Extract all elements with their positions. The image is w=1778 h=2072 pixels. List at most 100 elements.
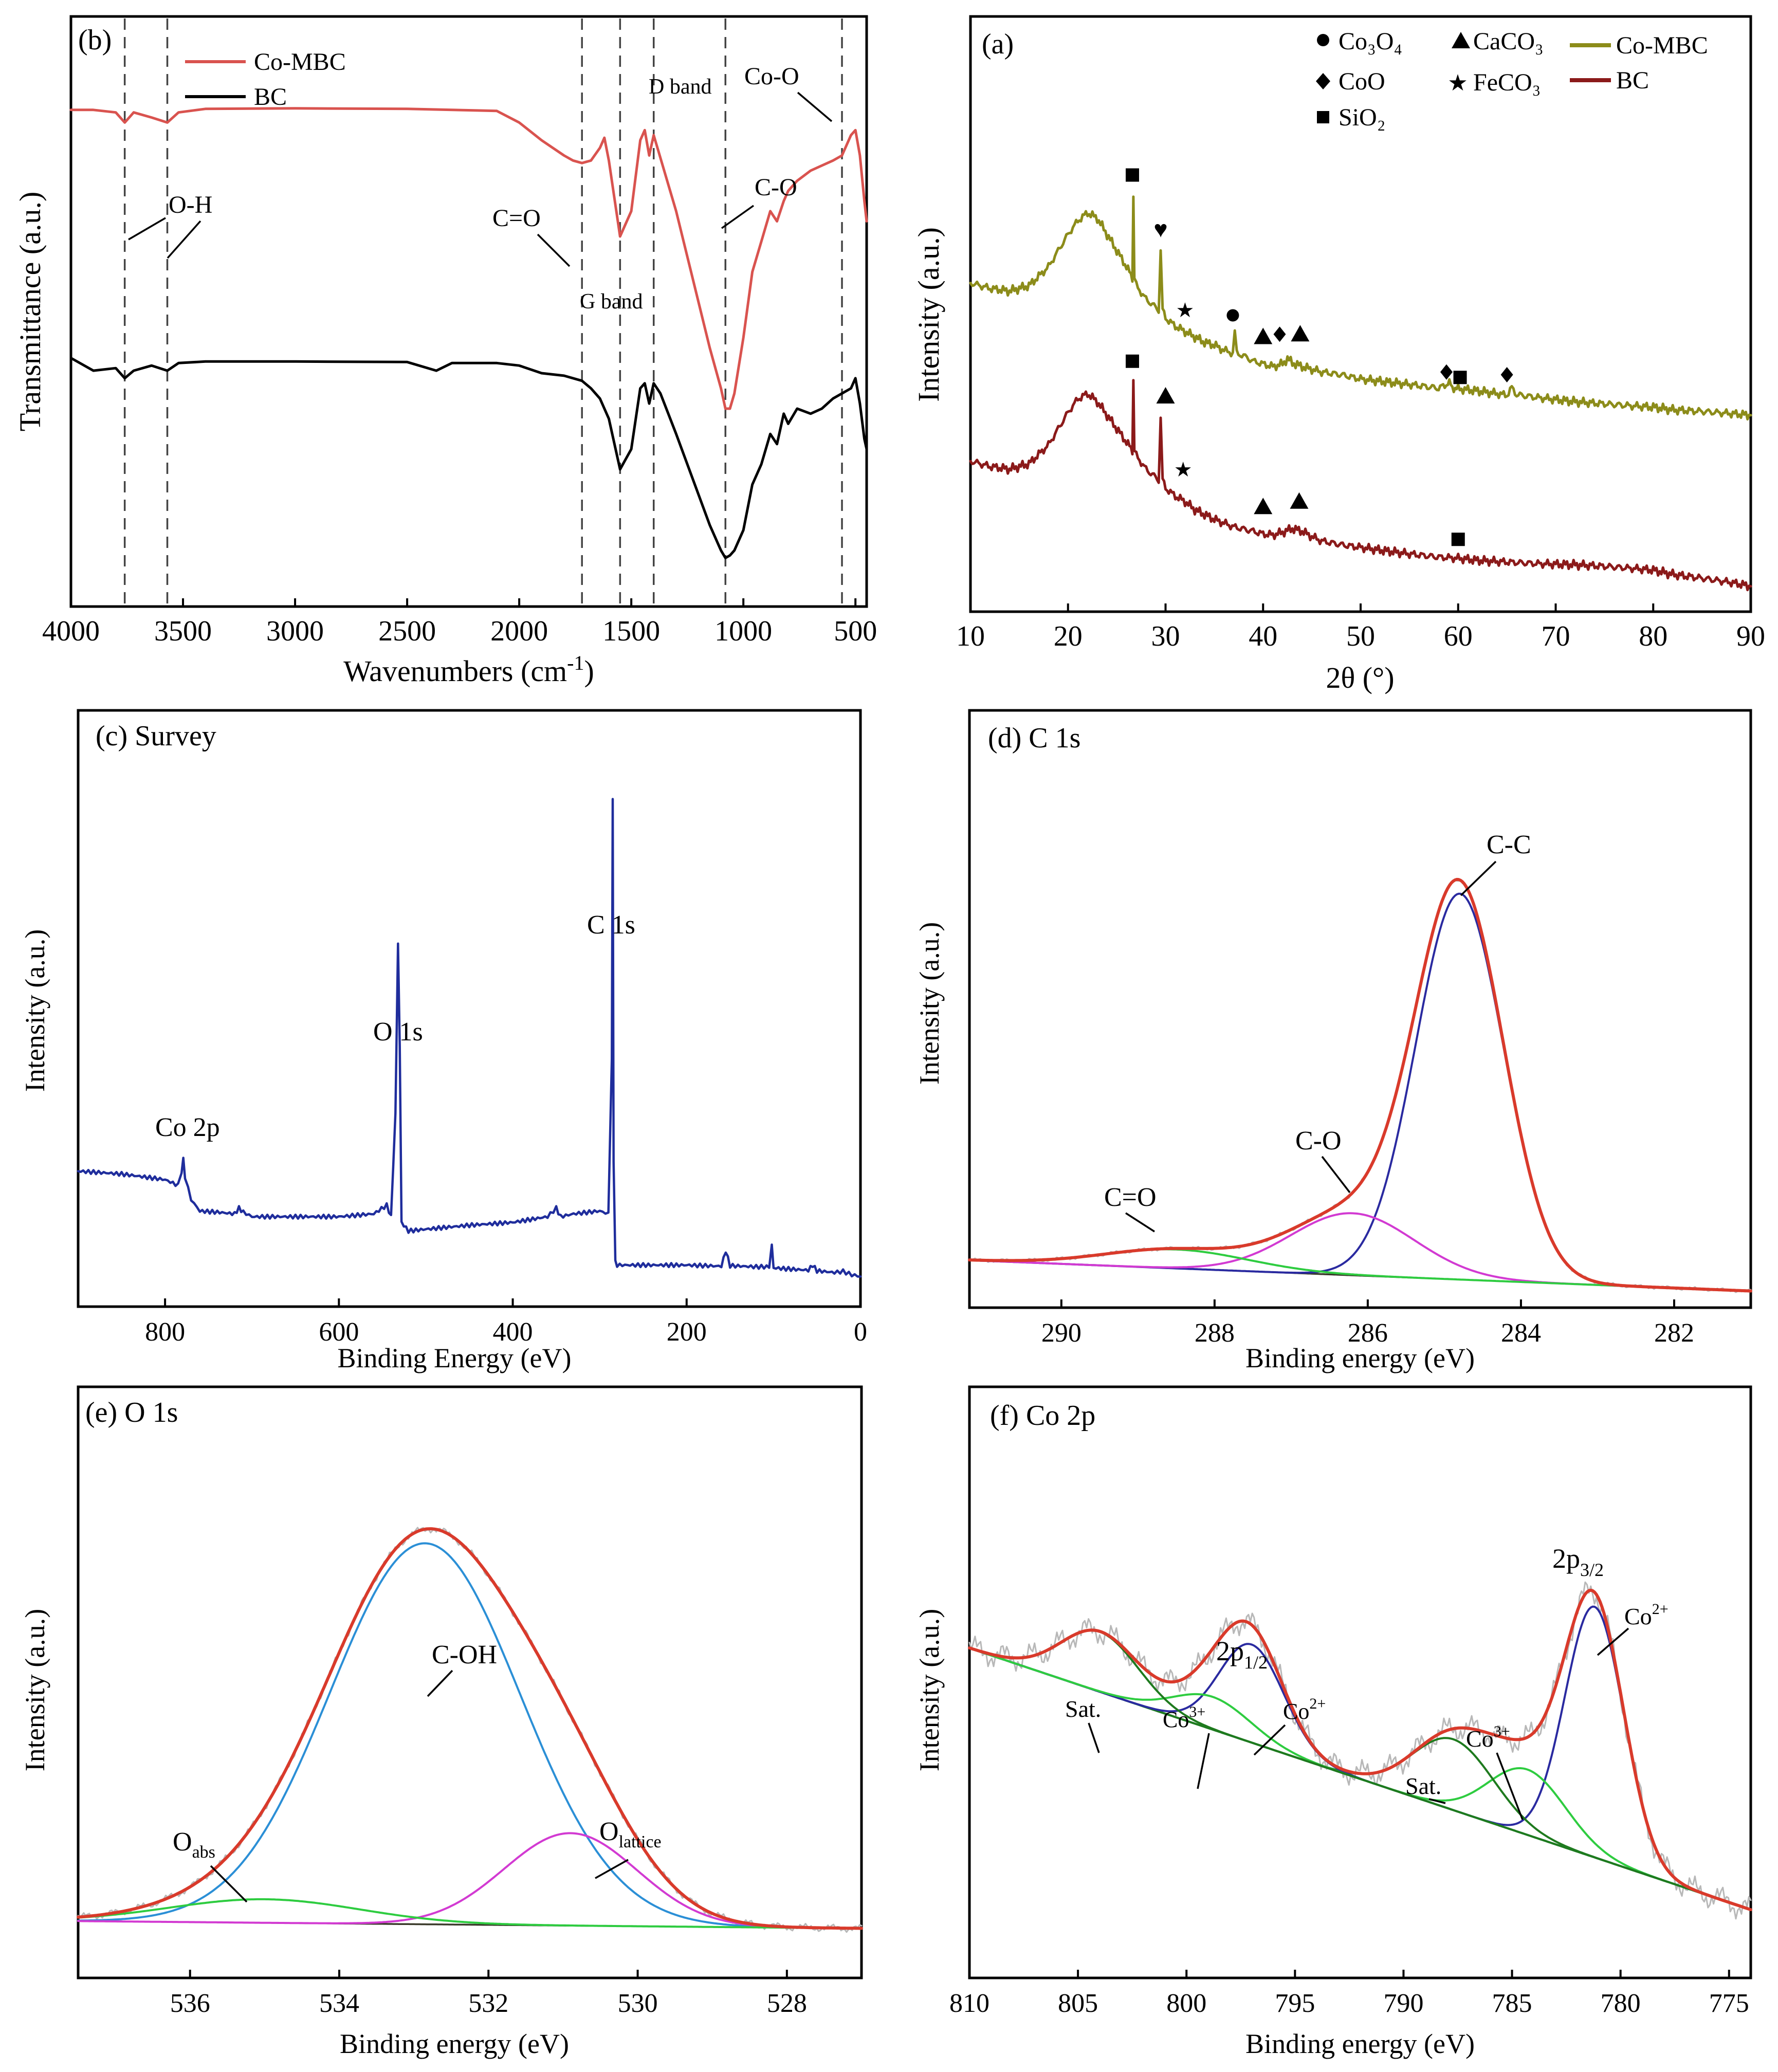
co2p-annotation-co2plus-left: Co2+ (1283, 1695, 1326, 1724)
feco3-marker-icon: ★ (1176, 299, 1195, 322)
x-tick-label: 600 (319, 1317, 359, 1347)
co2p-arrow-sat-left (1088, 1722, 1100, 1753)
xrd-legend-sio2: SiO₂ (1339, 104, 1385, 131)
c1s-frame (968, 709, 1752, 1309)
o1s-annotation-o-lattice: Olattice (599, 1817, 662, 1851)
x-tick-label: 290 (1041, 1318, 1082, 1348)
raw-spectrum (77, 1527, 863, 1933)
o1s-arrow-c-oh (427, 1670, 453, 1697)
x-tick-label: 4000 (42, 615, 100, 647)
x-tick-label: 790 (1383, 1989, 1423, 2018)
x-tick-label: 795 (1275, 1989, 1315, 2018)
survey-panel-label: (c) Survey (96, 720, 216, 752)
fit-envelope (968, 877, 1752, 1293)
fit-component (77, 1832, 863, 1930)
c1s-arrow-c-equals-o (1125, 1212, 1155, 1233)
fit-component (77, 1542, 863, 1930)
ftir-arrow-co-o (797, 91, 833, 122)
x-tick-label: 200 (667, 1317, 707, 1347)
x-tick-label: 780 (1601, 1989, 1641, 2018)
x-tick-label: 3000 (266, 615, 324, 647)
x-tick-label: 530 (618, 1989, 658, 2018)
ftir-annotation-c-equals-o: C=O (492, 205, 541, 232)
co2p-arrow-co2plus-left (1253, 1724, 1286, 1756)
c1s-annotation-c-c: C-C (1487, 830, 1531, 859)
co2p-arrow-co3plus-left (1197, 1733, 1210, 1789)
coo-marker-icon (1440, 364, 1453, 380)
o1s-frame (77, 1385, 863, 1979)
x-tick-label: 20 (1054, 620, 1083, 652)
o1s-x-ticks: 536 534 532 530 528 (170, 1970, 807, 2018)
xrd-legend-feco3: FeCO₃ (1473, 69, 1541, 96)
c1s-panel-label: (d) C 1s (988, 722, 1080, 754)
survey-panel: 800 600 400 200 0 (c) Survey Co 2p O 1s C 1s… (20, 709, 867, 1373)
xrd-legend-co3o4: Co₃O₄ (1339, 28, 1402, 55)
c1s-x-ticks: 290 288 286 284 282 (1041, 1299, 1694, 1348)
o1s-y-axis-label: Intensity (a.u.) (20, 1609, 50, 1771)
x-tick-label: 800 (1166, 1989, 1206, 2018)
raw-spectrum (968, 879, 1752, 1293)
survey-y-axis-label: Intensity (a.u.) (20, 929, 50, 1092)
c1s-arrow-c-o (1321, 1156, 1351, 1194)
survey-annotation-c1s: C 1s (587, 910, 635, 940)
x-tick-label: 810 (949, 1989, 989, 2018)
co2p-annotation-co3plus-right: Co3+ (1466, 1723, 1510, 1752)
survey-line (77, 798, 862, 1278)
x-tick-label: 284 (1501, 1318, 1541, 1348)
co2p-arrow-co2plus-right (1597, 1627, 1629, 1656)
fit-component (968, 1212, 1752, 1292)
xrd-series (969, 195, 1752, 592)
ftir-legend-co-mbc: Co-MBC (254, 48, 346, 76)
x-tick-label: 10 (956, 620, 985, 652)
legend-triangle-icon (1452, 32, 1470, 48)
ftir-panel: 4000 3500 3000 2500 2000 1500 1000 500 (b) Co-M… (13, 15, 877, 688)
xrd-legend-bc: BC (1616, 67, 1649, 94)
x-tick-label: 528 (767, 1989, 807, 2018)
caco3-marker-icon (1290, 492, 1309, 509)
c1s-annotation-c-equals-o: C=O (1104, 1183, 1157, 1212)
heart-marker-icon: ♥ (1153, 216, 1167, 243)
c1s-x-axis-label: Binding energy (eV) (1245, 1343, 1475, 1373)
x-tick-label: 2500 (378, 615, 436, 647)
ftir-arrow-c-equals-o (537, 233, 571, 267)
co2p-frame (968, 1385, 1752, 1979)
legend-diamond-icon (1316, 73, 1330, 89)
co2p-annotation-sat-left: Sat. (1065, 1696, 1101, 1722)
x-tick-label: 536 (170, 1989, 210, 2018)
x-tick-label: 0 (854, 1317, 867, 1347)
o1s-panel: 536 534 532 530 528 (e) O 1s C-OH Oabs Olatt… (20, 1385, 863, 2059)
ftir-y-axis-label: Transmittance (a.u.) (13, 192, 47, 432)
ftir-series (69, 107, 868, 559)
co2p-y-axis-label: Intensity (a.u.) (914, 1609, 945, 1771)
xrd-x-ticks: 10 20 30 40 50 60 70 80 90 (956, 603, 1765, 652)
survey-x-axis-label: Binding Energy (eV) (338, 1343, 572, 1373)
legend-square-icon (1317, 111, 1329, 123)
o1s-x-axis-label: Binding energy (eV) (340, 2028, 569, 2059)
caco3-marker-icon (1254, 327, 1273, 344)
x-tick-label: 30 (1151, 620, 1180, 652)
sio2-marker-icon (1125, 354, 1139, 368)
xrd-phase-markers: ♥ ★ ★ (1125, 168, 1513, 546)
co2p-x-ticks: 810 805 800 795 790 785 780 775 (949, 1970, 1749, 2018)
xrd-panel: ♥ ★ ★ 10 20 30 40 50 60 70 80 90 (a) Co₃O₄ CaCO₃ C… (912, 15, 1765, 694)
o1s-annotation-o-abs: Oabs (173, 1827, 215, 1862)
x-tick-label: 288 (1195, 1318, 1235, 1348)
xrd-x-axis-label: 2θ (°) (1326, 661, 1394, 694)
co2p-series (968, 1581, 1752, 1920)
xrd-y-axis-label: Intensity (a.u.) (912, 227, 945, 402)
co2p-panel-label: (f) Co 2p (990, 1400, 1095, 1432)
sio2-marker-icon (1451, 533, 1465, 546)
co2p-panel: 810 805 800 795 790 785 780 775 (f) Co 2p 2p3/2… (914, 1385, 1752, 2059)
x-tick-label: 80 (1639, 620, 1667, 652)
ftir-frame (69, 15, 868, 608)
survey-x-ticks: 800 600 400 200 0 (145, 1298, 867, 1347)
caco3-marker-icon (1156, 387, 1175, 404)
sio2-marker-icon (1453, 371, 1467, 384)
fit-component (968, 892, 1752, 1292)
o1s-annotation-c-oh: C-OH (432, 1640, 497, 1670)
x-tick-label: 400 (493, 1317, 533, 1347)
co2p-arrow-co3plus-right (1496, 1752, 1524, 1820)
ftir-annotation-co-o: Co-O (744, 63, 799, 90)
c1s-panel: 290 288 286 284 282 (d) C 1s C-C C-O C=O Bin… (914, 709, 1752, 1373)
